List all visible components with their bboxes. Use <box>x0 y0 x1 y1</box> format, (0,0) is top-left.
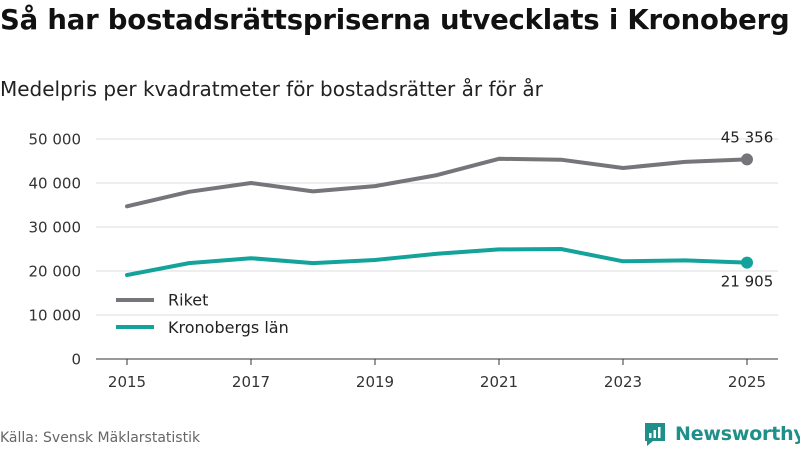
axes: 0 10 000 20 000 30 000 40 000 50 000 2015 2017 2… <box>29 131 778 391</box>
y-tick-label: 10 000 <box>29 307 82 325</box>
series-line-riket <box>125 156 749 209</box>
chart-title: Så har bostadsrättspriserna utvecklats i… <box>0 4 790 36</box>
end-point-marker <box>741 153 753 166</box>
chart-subtitle: Medelpris per kvadratmeter för bostadsrä… <box>0 77 543 101</box>
newsworthy-icon <box>645 423 665 446</box>
end-value-label: 45 356 <box>721 128 774 146</box>
legend-label-kronoberg: Kronobergs län <box>168 318 289 337</box>
x-tick-label: 2017 <box>232 373 270 391</box>
gridlines <box>96 138 778 316</box>
legend-label-riket: Riket <box>168 291 208 310</box>
end-point-marker <box>741 256 753 269</box>
x-tick-label: 2025 <box>728 373 766 391</box>
x-tick-label: 2023 <box>604 373 642 391</box>
x-tick-label: 2019 <box>356 373 394 391</box>
y-tick-label: 20 000 <box>29 263 82 281</box>
legend: Riket Kronobergs län <box>116 291 289 337</box>
y-tick-label: 50 000 <box>29 131 82 149</box>
x-tick-label: 2015 <box>108 373 146 391</box>
brand-name: Newsworthy <box>675 423 800 445</box>
y-tick-label: 40 000 <box>29 175 82 193</box>
end-value-label: 21 905 <box>721 273 774 291</box>
series-lines <box>125 153 753 277</box>
x-tick-label: 2021 <box>480 373 518 391</box>
y-tick-label: 30 000 <box>29 219 82 237</box>
data-labels: 45 356 21 905 <box>721 128 774 290</box>
y-tick-label: 0 <box>71 351 81 369</box>
series-line-kronoberg <box>125 247 749 277</box>
newsworthy-logo: Newsworthy <box>643 419 800 449</box>
source-note: Källa: Svensk Mäklarstatistik <box>0 430 201 446</box>
